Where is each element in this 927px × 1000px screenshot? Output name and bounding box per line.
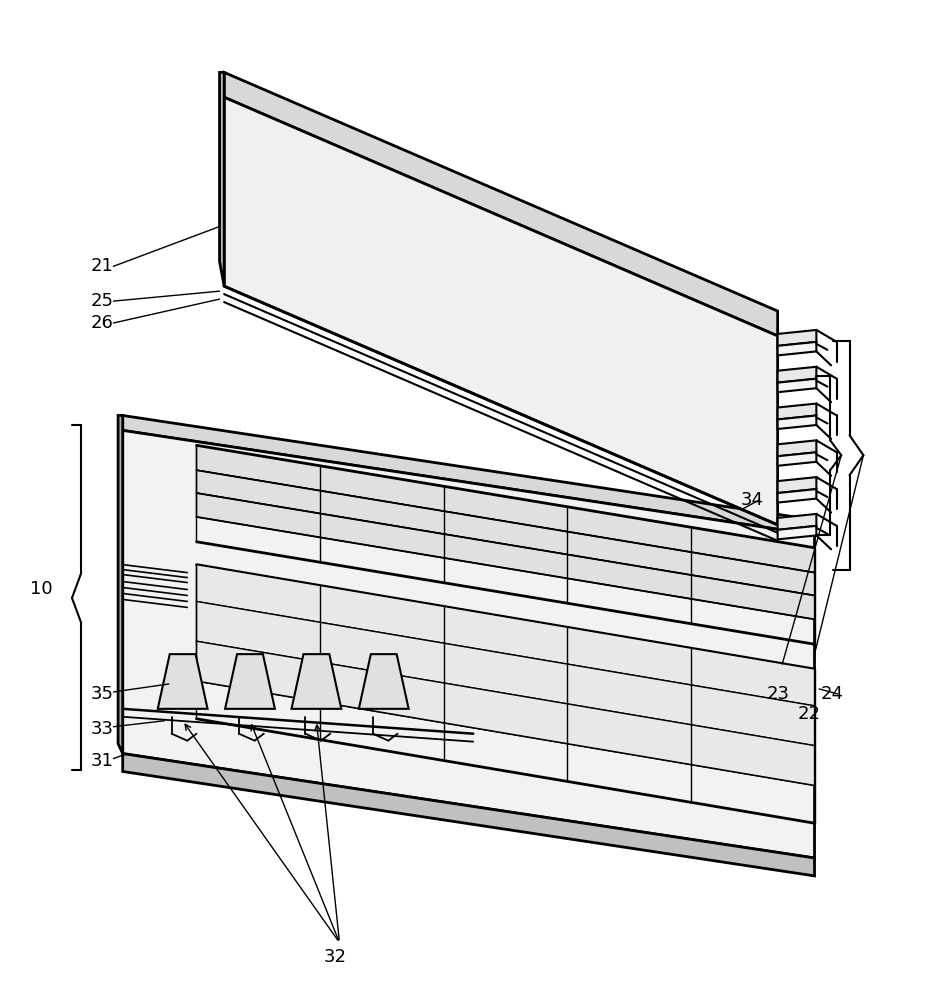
Text: 31: 31 (90, 752, 113, 770)
Polygon shape (777, 440, 816, 456)
Polygon shape (359, 654, 408, 709)
Polygon shape (777, 477, 816, 493)
Text: 26: 26 (90, 314, 113, 332)
Text: 24: 24 (820, 685, 843, 703)
Polygon shape (777, 367, 816, 383)
Text: 35: 35 (90, 685, 113, 703)
Polygon shape (777, 379, 816, 392)
Polygon shape (777, 330, 816, 346)
Polygon shape (777, 452, 816, 466)
Text: 10: 10 (31, 580, 53, 598)
Text: 32: 32 (323, 948, 346, 966)
Polygon shape (122, 430, 814, 858)
Polygon shape (122, 754, 814, 876)
Text: 21: 21 (90, 257, 113, 275)
Polygon shape (197, 445, 814, 573)
Polygon shape (197, 641, 814, 785)
Polygon shape (118, 415, 122, 754)
Polygon shape (777, 342, 816, 355)
Polygon shape (777, 526, 816, 539)
Text: 33: 33 (90, 720, 113, 738)
Polygon shape (197, 493, 814, 619)
Text: 23: 23 (766, 685, 789, 703)
Polygon shape (777, 489, 816, 503)
Polygon shape (122, 415, 814, 535)
Text: 25: 25 (90, 292, 113, 310)
Text: 34: 34 (740, 491, 763, 509)
Polygon shape (777, 404, 816, 419)
Polygon shape (158, 654, 208, 709)
Polygon shape (224, 97, 777, 525)
Text: 22: 22 (797, 705, 820, 723)
Polygon shape (225, 654, 274, 709)
Polygon shape (224, 72, 777, 336)
Polygon shape (291, 654, 341, 709)
Polygon shape (220, 72, 224, 286)
Polygon shape (197, 601, 814, 746)
Polygon shape (777, 415, 816, 429)
Polygon shape (197, 470, 814, 595)
Polygon shape (777, 514, 816, 530)
Polygon shape (197, 565, 814, 706)
